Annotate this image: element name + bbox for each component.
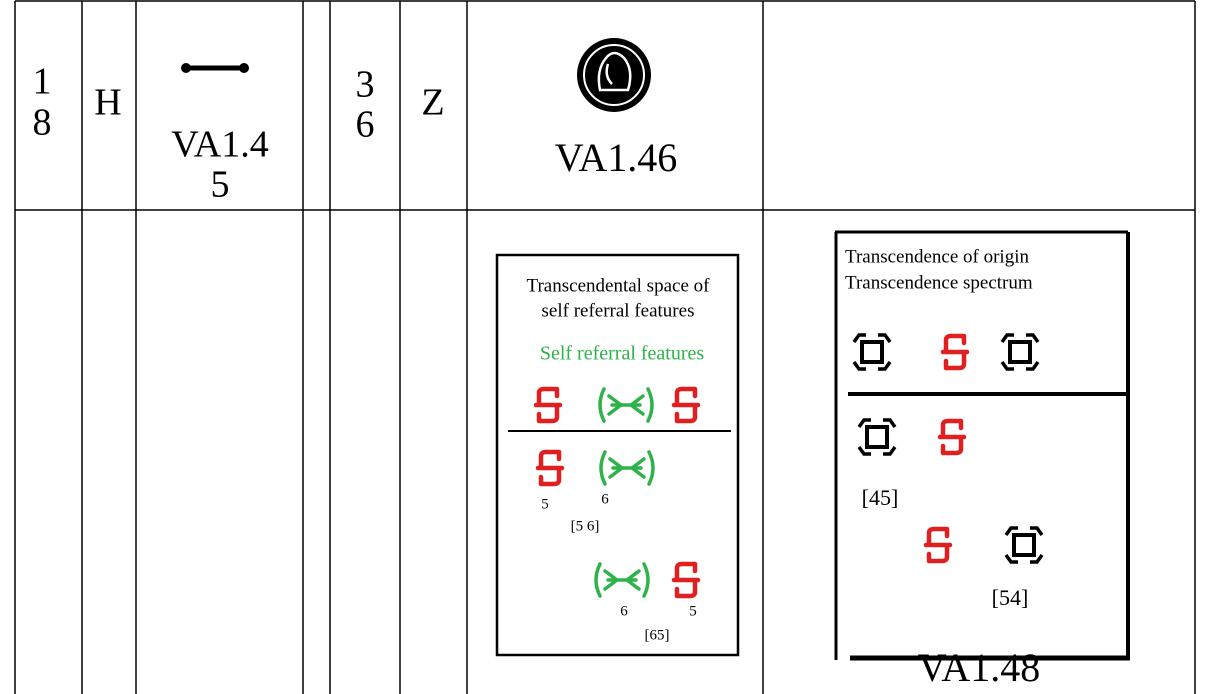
figure-label: 5 <box>689 603 697 619</box>
cell-text: 1 <box>33 61 52 103</box>
shape <box>943 336 967 368</box>
shape <box>495 253 740 657</box>
shape <box>181 63 191 73</box>
cell-text: H <box>94 82 121 124</box>
figure-label: [45] <box>862 485 899 510</box>
shape <box>852 333 892 371</box>
cell-text: Z <box>421 82 444 124</box>
shape <box>1000 333 1040 371</box>
cell-text: VA1.4 <box>171 124 269 166</box>
shape <box>598 387 654 423</box>
figure-label: [54] <box>992 585 1029 610</box>
cell-text: 3 <box>356 64 375 106</box>
figure-1: Transcendental space of self referral fe… <box>495 253 740 657</box>
figure-label: [5 6] <box>571 518 600 534</box>
shape <box>599 450 655 486</box>
figure-text: Transcendence spectrum <box>845 272 1033 293</box>
shape <box>674 389 698 421</box>
shape <box>538 452 562 484</box>
shape <box>597 51 632 92</box>
shape <box>594 562 650 598</box>
shape <box>577 38 651 112</box>
cell-text: 8 <box>33 102 52 144</box>
shape <box>239 63 249 73</box>
shape <box>940 421 964 453</box>
cell-text: 6 <box>356 104 375 146</box>
cell-text: 5 <box>211 164 230 206</box>
shape <box>674 564 698 596</box>
shape <box>926 529 950 561</box>
figure-2: Transcendence of origin Transcendence sp… <box>834 230 1130 661</box>
table-grid <box>14 0 1196 694</box>
ganesha-icon <box>577 38 651 112</box>
shape <box>857 418 897 456</box>
figure-text: Transcendental space of <box>527 275 711 296</box>
shape <box>583 44 645 106</box>
dash-icon <box>181 63 249 73</box>
shape <box>1004 526 1044 564</box>
figure-label: 6 <box>601 491 609 507</box>
cell-text: VA1.46 <box>555 135 678 180</box>
figure-label: 5 <box>541 496 549 512</box>
figure-label: 6 <box>620 603 628 619</box>
shape <box>536 389 560 421</box>
figure-label: [65] <box>645 627 670 643</box>
figure-text: Transcendence of origin <box>845 246 1029 267</box>
figure-text: Self referral features <box>540 343 705 365</box>
caption: VA1.48 <box>918 645 1041 690</box>
figure-text: self referral features <box>542 300 695 321</box>
